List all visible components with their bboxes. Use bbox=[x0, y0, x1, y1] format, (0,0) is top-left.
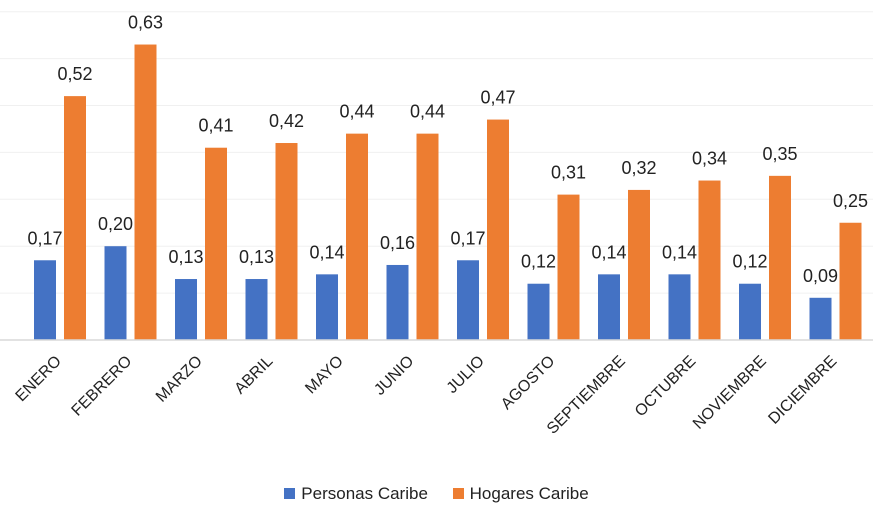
legend-label-hogares: Hogares Caribe bbox=[469, 484, 589, 503]
bar-personas-caribe bbox=[527, 283, 550, 340]
data-label-personas-caribe: 0,20 bbox=[98, 214, 133, 234]
bar-hogares-caribe bbox=[557, 194, 580, 340]
bar-personas-caribe bbox=[809, 297, 832, 340]
data-label-personas-caribe: 0,09 bbox=[803, 266, 838, 286]
bar-personas-caribe bbox=[104, 246, 127, 340]
x-tick-label: JULIO bbox=[444, 353, 488, 397]
data-label-personas-caribe: 0,13 bbox=[168, 247, 203, 267]
data-label-personas-caribe: 0,17 bbox=[450, 228, 485, 248]
data-label-personas-caribe: 0,13 bbox=[239, 247, 274, 267]
bar-hogares-caribe bbox=[769, 175, 791, 340]
x-tick-label: NOVIEMBRE bbox=[690, 353, 770, 433]
legend: Personas Caribe Hogares Caribe bbox=[0, 484, 873, 504]
data-label-hogares-caribe: 0,47 bbox=[480, 88, 515, 108]
x-tick-label: DICIEMBRE bbox=[765, 353, 840, 428]
bar-personas-caribe bbox=[386, 264, 409, 340]
bar-hogares-caribe bbox=[628, 189, 650, 340]
bar-hogares-caribe bbox=[698, 180, 721, 340]
data-label-hogares-caribe: 0,32 bbox=[621, 158, 656, 178]
data-label-hogares-caribe: 0,44 bbox=[410, 102, 445, 122]
data-label-hogares-caribe: 0,31 bbox=[551, 163, 586, 183]
bar-personas-caribe bbox=[175, 279, 197, 340]
data-label-personas-caribe: 0,12 bbox=[732, 252, 767, 272]
data-label-personas-caribe: 0,16 bbox=[380, 233, 415, 253]
data-label-personas-caribe: 0,14 bbox=[309, 242, 344, 262]
legend-item-personas: Personas Caribe bbox=[284, 484, 428, 504]
bar-personas-caribe bbox=[316, 274, 338, 340]
x-tick-label: MARZO bbox=[153, 353, 206, 406]
x-tick-label: OCTUBRE bbox=[632, 353, 699, 420]
data-label-personas-caribe: 0,17 bbox=[27, 228, 62, 248]
data-label-hogares-caribe: 0,42 bbox=[269, 111, 304, 131]
data-label-personas-caribe: 0,14 bbox=[591, 242, 626, 262]
legend-swatch-personas bbox=[284, 488, 296, 499]
bar-personas-caribe bbox=[457, 260, 479, 340]
bar-personas-caribe bbox=[668, 274, 691, 340]
bar-personas-caribe bbox=[34, 260, 56, 340]
bar-hogares-caribe bbox=[205, 147, 227, 340]
x-tick-label: ABRIL bbox=[232, 353, 277, 398]
data-label-personas-caribe: 0,14 bbox=[662, 242, 697, 262]
x-tick-label: AGOSTO bbox=[498, 353, 558, 413]
data-label-personas-caribe: 0,12 bbox=[521, 252, 556, 272]
data-label-hogares-caribe: 0,63 bbox=[128, 13, 163, 33]
x-tick-label: JUNIO bbox=[371, 353, 417, 399]
legend-swatch-hogares bbox=[452, 488, 464, 499]
data-label-hogares-caribe: 0,25 bbox=[833, 191, 868, 211]
bar-hogares-caribe bbox=[416, 133, 439, 340]
x-tick-label: FEBRERO bbox=[69, 353, 136, 420]
bars bbox=[34, 44, 862, 341]
bar-hogares-caribe bbox=[275, 143, 298, 340]
bar-hogares-caribe bbox=[134, 44, 157, 340]
bar-hogares-caribe bbox=[487, 119, 509, 340]
x-tick-label: ENERO bbox=[13, 353, 65, 405]
data-labels: 0,17 0,52 0,20 0,63 0,13 0,41 0,13 0,42 0,14 0,44… bbox=[27, 13, 868, 286]
bar-hogares-caribe bbox=[839, 222, 862, 340]
data-label-hogares-caribe: 0,35 bbox=[762, 144, 797, 164]
data-label-hogares-caribe: 0,41 bbox=[198, 116, 233, 136]
data-label-hogares-caribe: 0,44 bbox=[339, 102, 374, 122]
x-tick-labels: ENERO FEBRERO MARZO ABRIL MAYO JUNIO JULIO AGOS… bbox=[13, 353, 841, 438]
legend-item-hogares: Hogares Caribe bbox=[452, 484, 589, 504]
bar-personas-caribe bbox=[245, 279, 268, 340]
data-label-hogares-caribe: 0,52 bbox=[57, 64, 92, 84]
x-tick-label: MAYO bbox=[302, 353, 347, 398]
bar-personas-caribe bbox=[739, 283, 761, 340]
bar-personas-caribe bbox=[598, 274, 620, 340]
bar-hogares-caribe bbox=[346, 133, 368, 340]
legend-label-personas: Personas Caribe bbox=[301, 484, 428, 503]
data-label-hogares-caribe: 0,34 bbox=[692, 149, 727, 169]
bar-hogares-caribe bbox=[64, 96, 86, 341]
